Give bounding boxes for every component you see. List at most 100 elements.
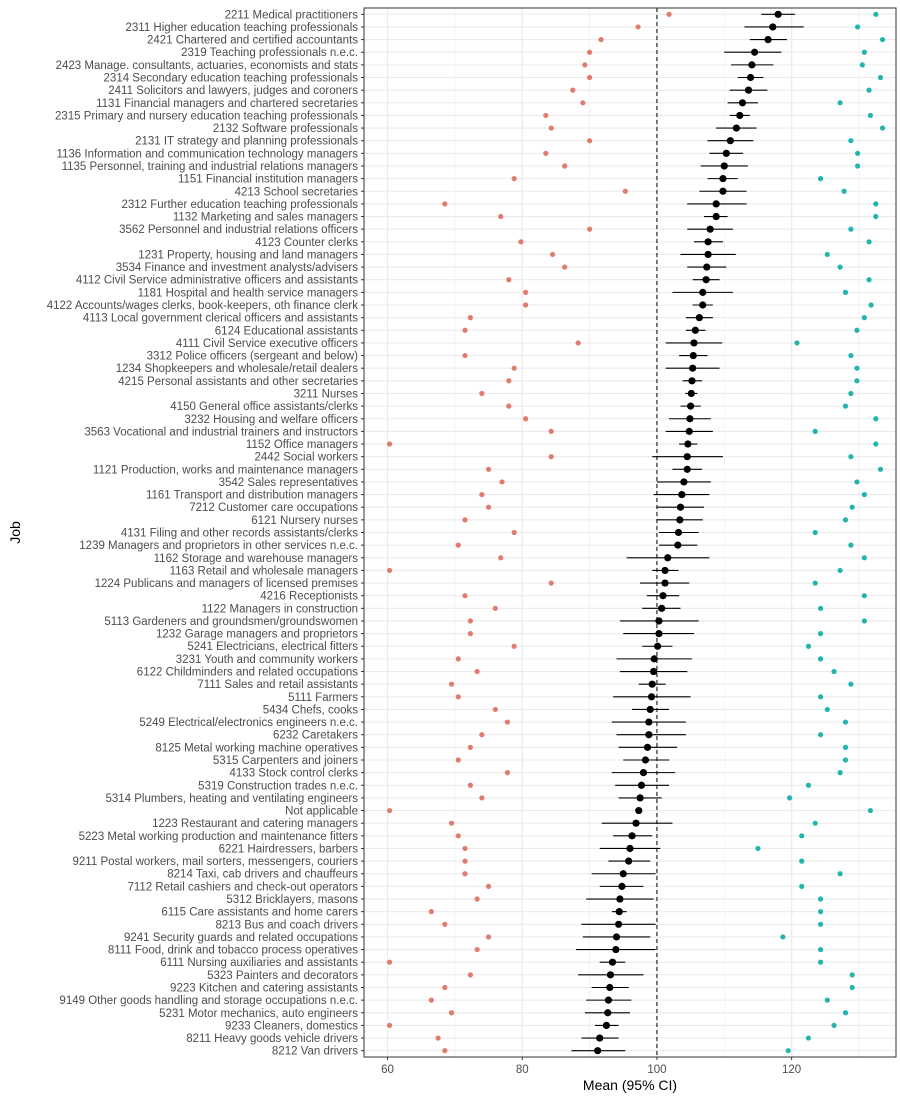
mean-point xyxy=(649,667,658,676)
x-axis-tick-labels: 60 80 100 120 xyxy=(381,1057,801,1076)
high-point xyxy=(831,668,837,675)
y-tick-label: 2423 Manage. consultants, actuaries, eco… xyxy=(56,60,359,72)
mean-point xyxy=(719,187,727,195)
low-point xyxy=(575,340,581,346)
high-point xyxy=(799,858,805,864)
mean-point xyxy=(618,882,626,890)
mean-point xyxy=(687,402,695,410)
high-point xyxy=(868,302,874,308)
y-tick-label: 2319 Teaching professionals n.e.c. xyxy=(181,47,358,59)
high-point xyxy=(877,74,884,81)
low-point xyxy=(511,365,517,371)
mean-point xyxy=(658,604,666,612)
high-point xyxy=(861,618,867,624)
high-point xyxy=(873,213,879,220)
data-marks xyxy=(386,10,886,1055)
mean-point xyxy=(746,73,755,82)
low-point xyxy=(549,251,556,258)
high-point xyxy=(848,138,854,144)
mean-point xyxy=(655,630,663,638)
low-point xyxy=(467,631,473,637)
low-point xyxy=(462,845,468,852)
mean-point xyxy=(612,945,620,954)
low-point xyxy=(504,719,511,725)
mean-point xyxy=(703,263,711,271)
high-point xyxy=(817,694,824,700)
low-point xyxy=(622,188,628,194)
low-point xyxy=(485,504,492,510)
mean-point xyxy=(690,339,698,347)
low-point xyxy=(506,403,512,409)
y-tick-label: 5315 Carpenters and joiners xyxy=(213,755,358,767)
high-point xyxy=(805,643,812,649)
high-point xyxy=(817,732,824,738)
mean-point xyxy=(678,490,686,499)
high-point xyxy=(841,188,847,194)
high-point xyxy=(861,555,867,561)
x-tick-label: 120 xyxy=(782,1064,801,1076)
y-tick-label: 9223 Kitchen and catering assistants xyxy=(170,982,358,994)
mean-point xyxy=(628,832,636,840)
mean-point xyxy=(688,377,696,385)
high-point xyxy=(824,706,830,713)
low-point xyxy=(435,1035,441,1041)
mean-point xyxy=(641,756,650,764)
mean-point xyxy=(689,364,697,372)
high-point xyxy=(831,1022,837,1029)
high-point xyxy=(837,264,843,270)
mean-point xyxy=(712,212,720,221)
y-tick-label: 7111 Sales and retail assistants xyxy=(197,679,358,691)
low-point xyxy=(474,668,480,675)
mean-point xyxy=(676,503,685,511)
low-point xyxy=(485,883,492,889)
low-point xyxy=(479,732,485,738)
low-point xyxy=(448,1010,455,1016)
high-point xyxy=(837,770,843,776)
high-point xyxy=(855,163,861,169)
y-tick-label: 3232 Housing and welfare officers xyxy=(184,414,358,426)
y-tick-label: 5434 Chefs, cooks xyxy=(263,704,359,716)
mean-point xyxy=(646,705,654,714)
y-tick-label: 3542 Sales representatives xyxy=(219,477,359,489)
low-point xyxy=(462,352,468,359)
high-point xyxy=(812,820,818,826)
high-point xyxy=(873,416,879,422)
x-axis-title: Mean (95% CI) xyxy=(583,1077,677,1093)
low-point xyxy=(474,896,480,902)
mean-point xyxy=(635,806,643,815)
mean-point xyxy=(726,137,734,145)
mean-point xyxy=(626,844,634,853)
mean-point xyxy=(594,1047,602,1055)
high-point xyxy=(867,112,874,119)
mean-point xyxy=(616,895,624,903)
mean-point xyxy=(645,718,653,726)
mean-point xyxy=(676,516,684,524)
mean-point xyxy=(612,933,621,941)
high-point xyxy=(854,327,860,333)
high-point xyxy=(837,871,843,877)
y-tick-label: 5312 Bricklayers, masons xyxy=(226,894,358,906)
y-tick-label: 4112 Civil Service administrative office… xyxy=(76,275,358,287)
y-tick-label: 2411 Solicitors and lawyers, judges and … xyxy=(108,85,358,97)
y-tick-label: 7112 Retail cashiers and check-out opera… xyxy=(127,881,358,893)
high-point xyxy=(817,631,824,637)
low-point xyxy=(511,643,517,649)
y-tick-label: 4111 Civil Service executive officers xyxy=(176,338,358,350)
y-tick-label: 4150 General office assistants/clerks xyxy=(170,401,358,413)
high-point xyxy=(812,580,818,586)
y-tick-label: 2311 Higher education teaching professio… xyxy=(126,22,359,34)
y-tick-label: 1121 Production, works and maintenance m… xyxy=(93,464,358,476)
mean-point xyxy=(748,61,756,69)
low-point xyxy=(511,176,517,182)
low-point xyxy=(455,757,461,763)
y-tick-label: 9211 Postal workers, mail sorters, messe… xyxy=(73,856,359,868)
y-tick-label: 9233 Cleaners, domestics xyxy=(225,1020,358,1032)
y-tick-label: 8211 Heavy goods vehicle drivers xyxy=(186,1033,358,1045)
low-point xyxy=(442,1048,448,1054)
y-tick-label: 2312 Further education teaching professi… xyxy=(121,199,358,211)
y-tick-label: 4122 Accounts/wages clerks, book-keepers… xyxy=(47,300,359,312)
high-point xyxy=(837,100,843,106)
mean-point xyxy=(674,541,682,549)
mean-point xyxy=(614,920,623,928)
mean-point xyxy=(645,731,653,739)
